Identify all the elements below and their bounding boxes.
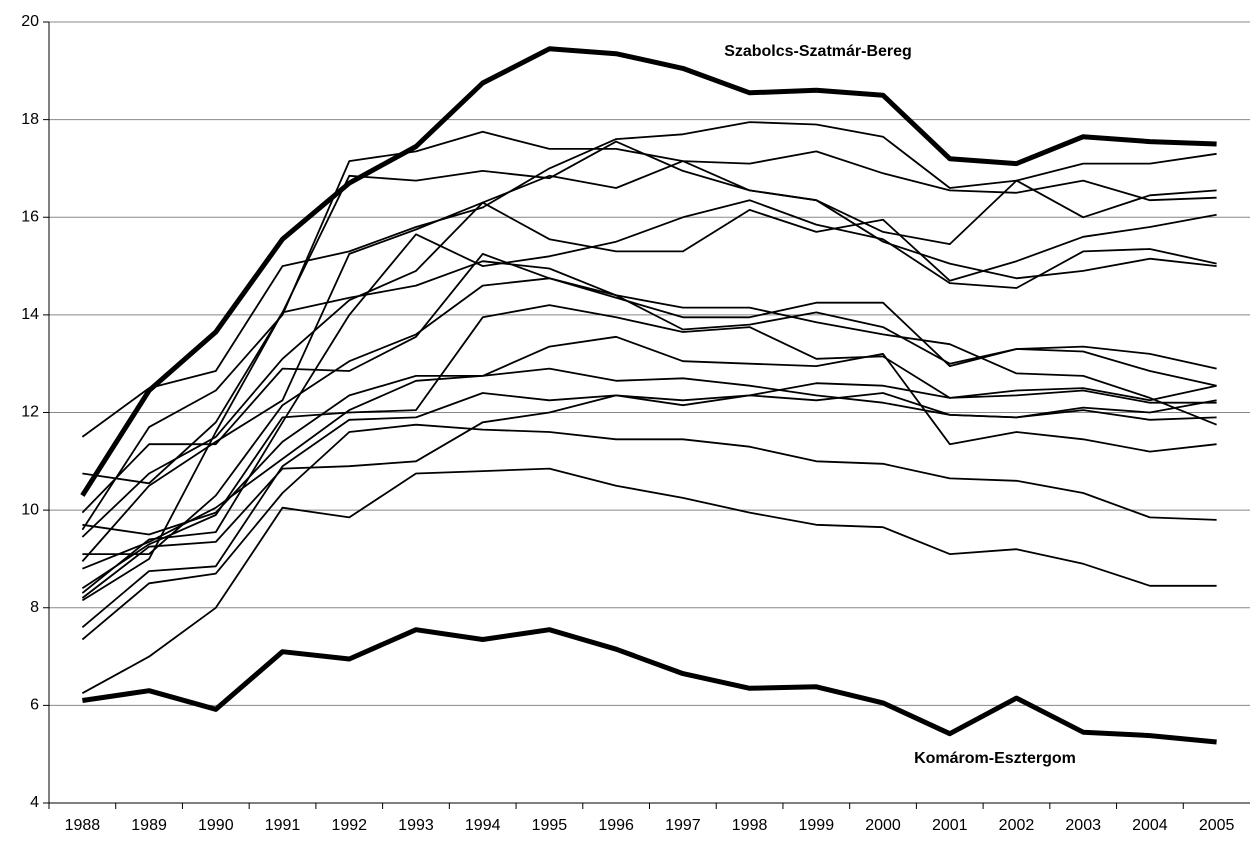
y-tick-label: 18 xyxy=(21,111,39,128)
y-tick-label: 20 xyxy=(21,13,39,30)
y-tick-label: 6 xyxy=(30,697,39,714)
x-tick-label: 1990 xyxy=(198,817,234,834)
x-tick-label: 1996 xyxy=(598,817,634,834)
x-tick-label: 1995 xyxy=(532,817,568,834)
series-line xyxy=(81,121,1217,438)
x-tick-label: 2005 xyxy=(1199,817,1235,834)
series-label: Szabolcs-Szatmár-Bereg xyxy=(724,43,912,60)
series-line xyxy=(81,423,1217,641)
x-tick-label: 2002 xyxy=(999,817,1035,834)
x-tick-label: 1993 xyxy=(398,817,434,834)
x-tick-label: 1991 xyxy=(265,817,301,834)
x-tick-label: 2004 xyxy=(1132,817,1168,834)
x-tick-label: 1999 xyxy=(799,817,835,834)
x-tick-label: 2001 xyxy=(932,817,968,834)
x-tick-label: 1997 xyxy=(665,817,701,834)
series-line xyxy=(81,382,1217,628)
y-tick-label: 14 xyxy=(21,306,39,323)
series-line xyxy=(81,130,1217,531)
x-tick-label: 2003 xyxy=(1065,817,1101,834)
series-line xyxy=(81,392,1217,599)
series-line xyxy=(82,335,1217,570)
series-line xyxy=(82,627,1217,745)
x-tick-label: 1992 xyxy=(331,817,367,834)
series-line xyxy=(82,260,1217,485)
x-tick-label: 1988 xyxy=(65,817,101,834)
y-tick-label: 4 xyxy=(30,794,39,811)
y-tick-label: 8 xyxy=(30,599,39,616)
series-line xyxy=(80,46,1217,497)
x-tick-label: 1994 xyxy=(465,817,501,834)
series-line xyxy=(81,199,1217,594)
x-tick-label: 2000 xyxy=(865,817,901,834)
series-line xyxy=(81,160,1217,562)
series-line xyxy=(81,467,1217,694)
series-line xyxy=(82,277,1217,555)
series-label: Komárom-Esztergom xyxy=(914,750,1076,767)
series-line xyxy=(81,304,1217,589)
x-tick-label: 1989 xyxy=(131,817,167,834)
series-line xyxy=(81,140,1217,602)
x-tick-label: 1998 xyxy=(732,817,768,834)
y-tick-label: 16 xyxy=(21,208,39,225)
y-tick-label: 10 xyxy=(21,501,39,518)
series-line xyxy=(81,201,1217,538)
y-tick-label: 12 xyxy=(21,404,39,421)
